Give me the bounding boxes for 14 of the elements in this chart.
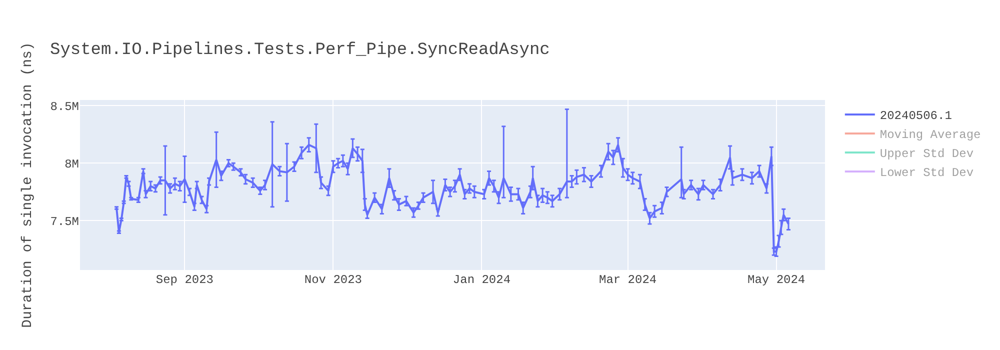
- x-tick-label: Mar 2024: [598, 273, 657, 287]
- y-axis-title: Duration of single invocation (ns): [20, 42, 36, 328]
- x-tick-label: Sep 2023: [156, 273, 214, 287]
- legend-label: Upper Std Dev: [880, 147, 974, 162]
- chart-title: System.IO.Pipelines.Tests.Perf_Pipe.SyncReadAsync: [50, 40, 550, 60]
- x-tick-label: Nov 2023: [304, 273, 362, 287]
- legend-label: Moving Average: [880, 128, 981, 142]
- x-tick-label: May 2024: [748, 273, 806, 287]
- x-tick-label: Jan 2024: [452, 273, 511, 287]
- y-tick-label: 8.5M: [50, 100, 79, 114]
- legend-label: 20240506.1: [880, 109, 952, 124]
- y-tick-label: 7.5M: [50, 214, 79, 229]
- y-tick-label: 8M: [64, 157, 79, 172]
- legend-label: Lower Std Dev: [880, 166, 974, 180]
